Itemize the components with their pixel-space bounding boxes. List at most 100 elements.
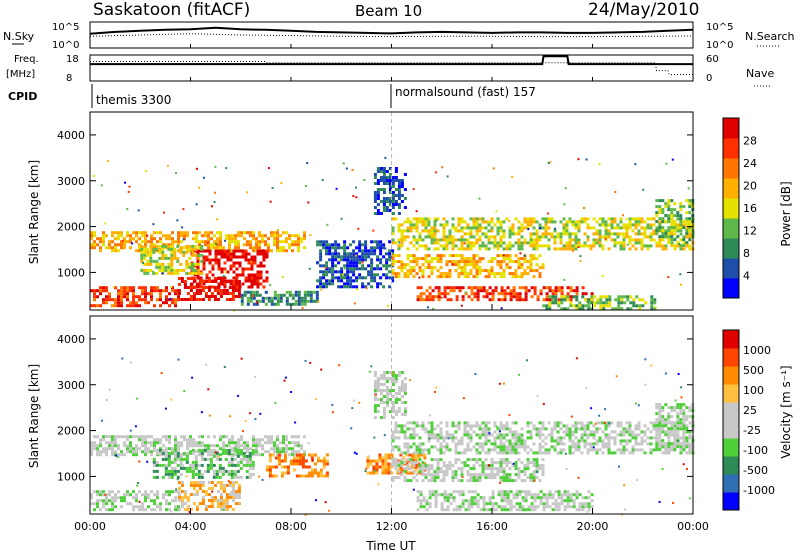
cell (425, 289, 429, 293)
cell (446, 298, 450, 302)
cell (212, 475, 216, 479)
cell (132, 304, 135, 308)
cell (285, 438, 288, 442)
cell (493, 445, 497, 449)
cell (460, 217, 464, 221)
cell (90, 496, 93, 500)
cell (403, 392, 407, 395)
cell (523, 448, 527, 452)
cell (533, 499, 537, 503)
cell (152, 475, 156, 479)
cell (123, 493, 126, 497)
cell (219, 295, 223, 298)
cell (688, 445, 692, 449)
cell (619, 451, 623, 455)
cell (174, 441, 177, 445)
cell (514, 254, 518, 258)
cell (425, 508, 429, 512)
cell (580, 421, 584, 425)
cell (143, 271, 147, 275)
cell (147, 493, 150, 497)
cell (628, 430, 632, 434)
cell (264, 296, 268, 300)
cell (186, 441, 189, 445)
cell (397, 275, 401, 279)
cell (102, 490, 105, 494)
cell (149, 256, 153, 260)
cell (382, 285, 386, 289)
cell (213, 201, 216, 203)
cell (409, 241, 413, 245)
cell (366, 465, 370, 469)
cell (177, 496, 181, 499)
cell (320, 288, 323, 291)
cell (171, 447, 174, 451)
cell (340, 270, 344, 274)
cell (158, 256, 162, 260)
cell (240, 302, 244, 306)
cell (541, 464, 545, 468)
cell (571, 223, 575, 227)
cell (276, 302, 280, 306)
cell (658, 217, 662, 221)
cell (349, 279, 353, 283)
cell (511, 479, 515, 483)
cell (231, 289, 235, 292)
cell (331, 279, 335, 283)
cell (219, 292, 223, 295)
cell (676, 424, 680, 428)
cell (655, 232, 659, 236)
cell (549, 161, 552, 164)
cell (307, 474, 311, 478)
cell (496, 272, 500, 276)
cell (509, 295, 513, 299)
cell (222, 246, 225, 250)
cell (412, 464, 416, 468)
cell (400, 424, 404, 428)
cell (194, 268, 198, 272)
cell (538, 448, 542, 452)
cell (213, 240, 216, 244)
cell (491, 292, 495, 296)
cell (152, 259, 156, 263)
cell (514, 439, 518, 443)
cell (340, 267, 344, 271)
cell (135, 295, 138, 299)
cell (230, 463, 234, 467)
cell (397, 191, 401, 194)
cell (249, 246, 252, 250)
cell (566, 490, 570, 494)
cell (566, 499, 570, 503)
cell (547, 448, 551, 452)
cell (574, 241, 578, 245)
cell (400, 179, 404, 182)
cell (167, 472, 171, 476)
cell (551, 298, 555, 302)
cell (129, 246, 132, 250)
cell (212, 472, 216, 476)
cell (499, 238, 503, 242)
cell (490, 260, 494, 264)
cell (159, 240, 162, 244)
cell (559, 421, 563, 425)
cell (430, 272, 434, 276)
cell (439, 421, 443, 425)
cell (273, 293, 277, 297)
cell (530, 286, 534, 290)
cell (506, 502, 510, 506)
cell (227, 448, 231, 452)
cell (391, 197, 395, 200)
cell (132, 453, 135, 457)
cell (457, 451, 461, 455)
cell (559, 436, 563, 440)
cell (129, 301, 132, 305)
cell (355, 276, 359, 280)
cell (219, 481, 223, 484)
cell (424, 235, 428, 239)
cell (685, 229, 689, 233)
cell (256, 273, 260, 277)
cell (562, 244, 566, 248)
cell (234, 444, 237, 448)
cell (601, 220, 605, 224)
cell (400, 389, 404, 392)
